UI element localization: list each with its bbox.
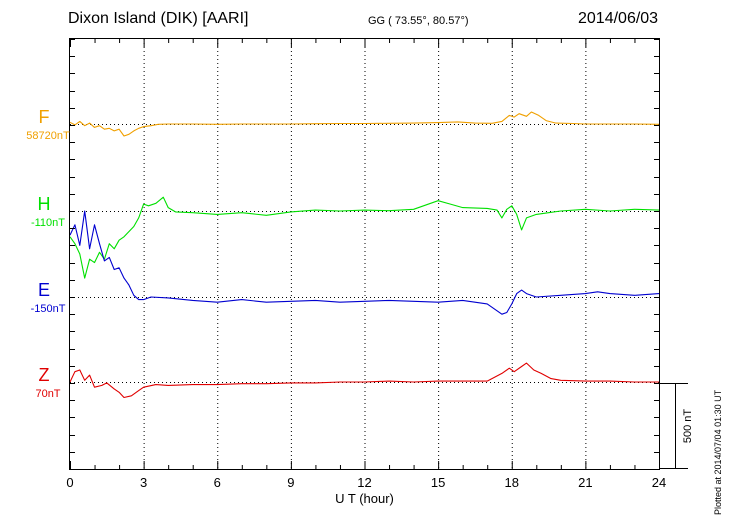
series-layer [69,111,660,399]
series-h-baseline: -110nT [31,217,65,229]
series-f-baseline: 58720nT [26,130,70,142]
series-h-line [69,196,660,279]
x-axis-label: U T (hour) [335,491,394,506]
grid-layer [70,39,659,469]
series-z-label: Z [39,365,50,385]
plot-frame [69,38,660,470]
series-z-line [69,362,659,399]
station-coordinates: GG ( 73.55°, 80.57°) [368,15,469,27]
station-title: Dixon Island (DIK) [AARI] [68,10,249,27]
x-tick-label: 3 [140,475,147,490]
series-e-line [69,210,660,315]
series-f-line [69,111,660,137]
x-tick-label: 0 [66,475,73,490]
series-h-label: H [38,194,51,214]
x-tick-label: 24 [652,475,666,490]
series-z-baseline: 70nT [35,388,60,400]
scale-bar-label: 500 nT [682,409,694,444]
x-tick-label: 18 [505,475,519,490]
x-tick-label: 6 [214,475,221,490]
label-layer: 0 3 6 9 12 15 18 21 24 U T (hour) F 58720nT H -110nT E… [26,107,694,506]
date-label: 2014/06/03 [578,10,659,27]
x-tick-label: 15 [431,475,445,490]
series-e-label: E [38,280,50,300]
x-tick-label: 12 [357,475,371,490]
x-tick-label: 9 [287,475,294,490]
x-tick-label: 21 [578,475,592,490]
series-f-label: F [39,107,50,127]
axis-layer [70,39,688,470]
series-e-baseline: -150nT [31,303,66,315]
